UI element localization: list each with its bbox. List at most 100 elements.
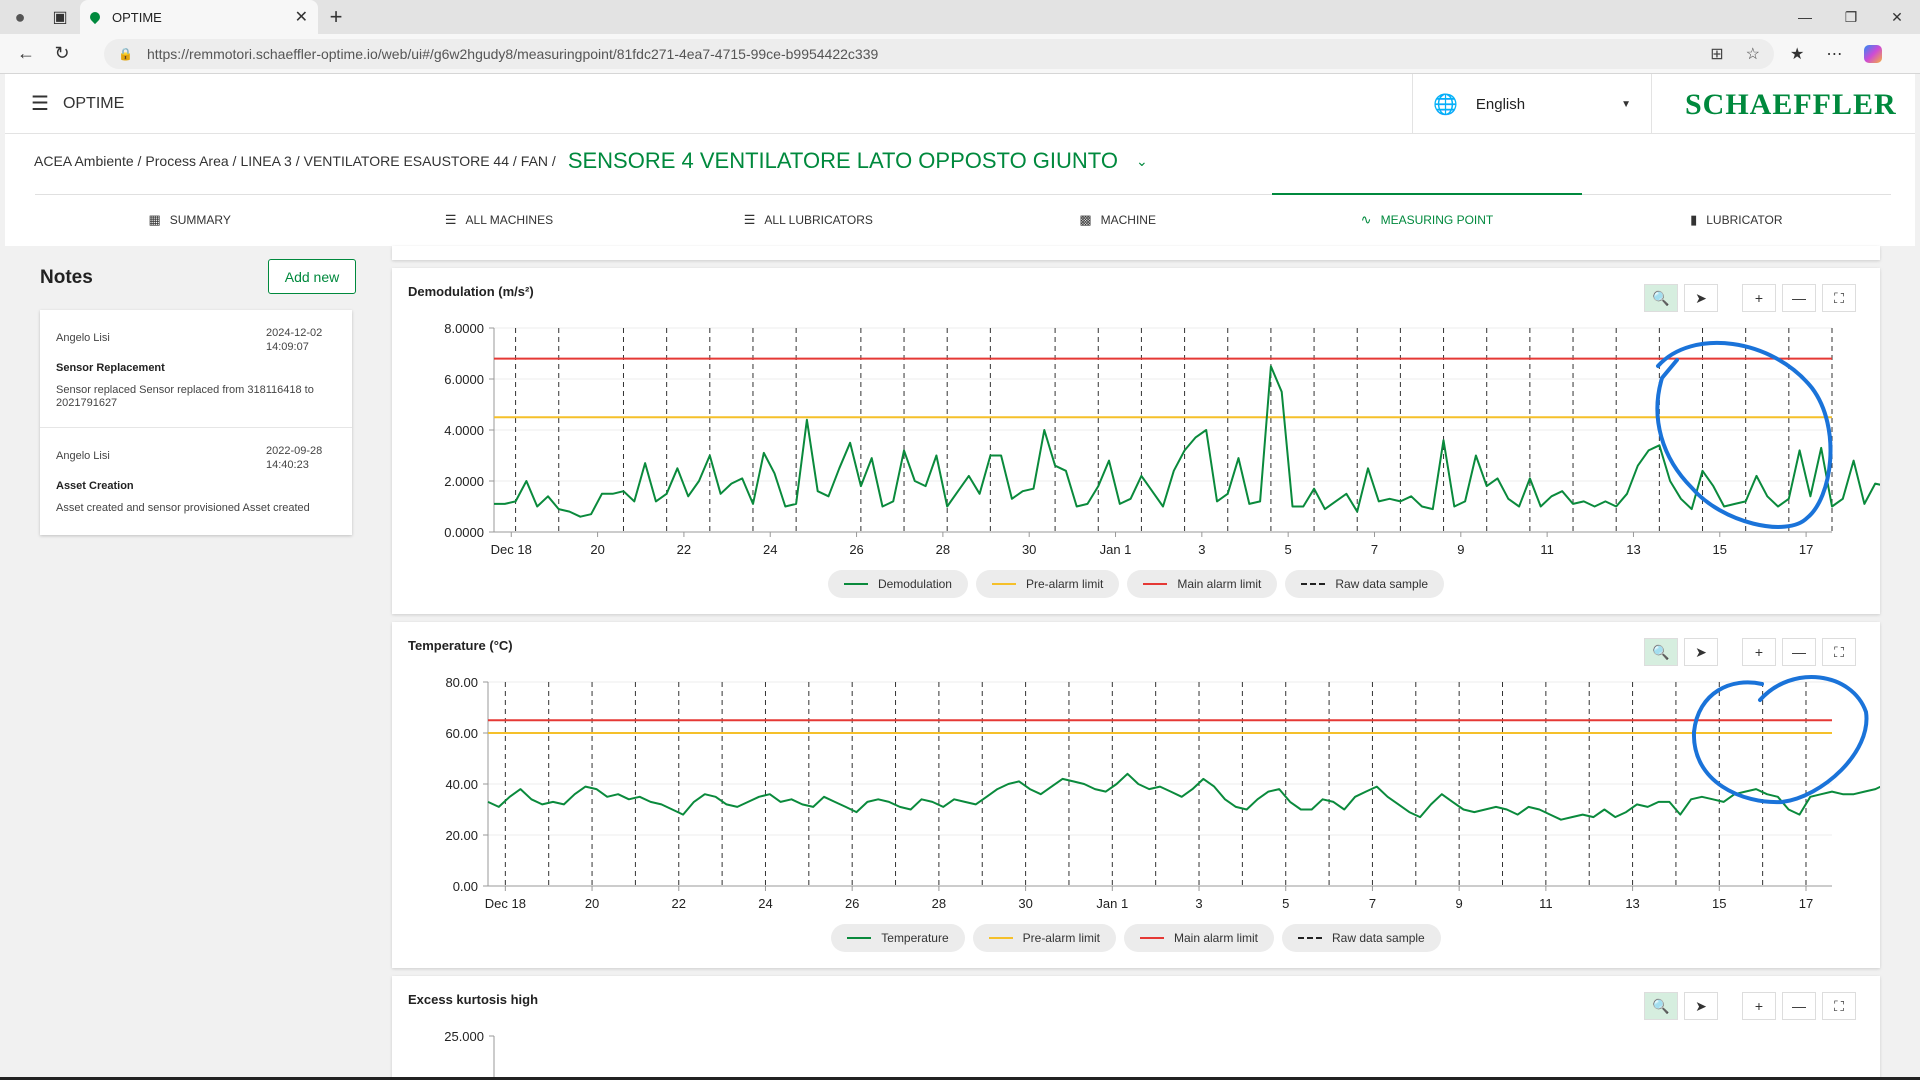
close-tab-icon[interactable]: ✕ (294, 9, 308, 26)
add-note-button[interactable]: Add new (268, 259, 356, 294)
browser-tab[interactable]: OPTIME ✕ (80, 0, 318, 34)
x-tick-label: Jan 1 (1096, 896, 1128, 911)
machine-icon: ▩ (1079, 211, 1092, 227)
tab-label: MACHINE (1100, 212, 1156, 227)
favorites-icon[interactable]: ★ (1790, 45, 1805, 63)
temperature-chart-card: Temperature (°C) 🔍 ➤ + — ⛶ 0.00 20.00 40.0… (392, 622, 1880, 968)
note-title: Sensor Replacement (56, 362, 165, 374)
chevron-down-icon: ▼ (1621, 98, 1631, 110)
list-icon: ☰ (743, 211, 756, 227)
pointer-icon[interactable]: ➤ (1684, 992, 1718, 1020)
zoom-icon[interactable]: 🔍 (1644, 284, 1678, 312)
legend-item-pre-alarm[interactable]: Pre-alarm limit (975, 570, 1120, 598)
back-icon[interactable]: ← (17, 43, 35, 63)
notes-title: Notes (40, 267, 93, 288)
chart-legend: Temperature Pre-alarm limit Main alarm l… (392, 924, 1880, 952)
x-tick-label: 3 (1195, 896, 1202, 911)
app-install-icon[interactable]: ⊞ (1710, 45, 1724, 63)
note-item[interactable]: Angelo Lisi 2024-12-02 14:09:07 Sensor Re… (40, 310, 352, 428)
legend-item-main-alarm[interactable]: Main alarm limit (1127, 570, 1278, 598)
legend-item-pre-alarm[interactable]: Pre-alarm limit (972, 924, 1116, 952)
kurtosis-chart-card: Excess kurtosis high 🔍 ➤ + — ⛶ 25.000 (392, 976, 1880, 1080)
url-field[interactable]: 🔒 https://remmotori.schaeffler-optime.io… (104, 38, 1774, 69)
nav-tabs: ▦ SUMMARY ☰ ALL MACHINES ☰ ALL LUBRICATORS … (35, 193, 1891, 244)
breadcrumb-item[interactable]: FAN / (520, 153, 556, 169)
measuring-point-dropdown-icon[interactable]: ⌄ (1135, 152, 1148, 169)
breadcrumb-item[interactable]: Process Area / (145, 153, 237, 169)
zoom-icon[interactable]: 🔍 (1644, 992, 1678, 1020)
breadcrumb-item[interactable]: LINEA 3 / (240, 153, 300, 169)
x-tick-label: 13 (1625, 896, 1639, 911)
x-tick-label: 30 (1022, 542, 1036, 557)
refresh-icon[interactable]: ↻ (54, 43, 70, 63)
breadcrumb: ACEA Ambiente / Process Area / LINEA 3 /… (34, 148, 1148, 174)
legend-item-main-alarm[interactable]: Main alarm limit (1123, 924, 1274, 952)
zoom-in-icon[interactable]: + (1742, 992, 1776, 1020)
profile-icon[interactable]: ● (14, 6, 26, 27)
x-tick-label: 5 (1285, 542, 1292, 557)
note-author: Angelo Lisi (56, 450, 110, 462)
language-select[interactable]: 🌐 English ▼ (1412, 74, 1652, 134)
temperature-chart[interactable]: 0.00 20.00 40.00 60.00 80.00 Dec 18 20 22 24 26 28… (392, 622, 1880, 922)
chart-title: Excess kurtosis high (408, 992, 539, 1007)
more-menu-icon[interactable]: ⋯ (1826, 45, 1843, 63)
zoom-in-icon[interactable]: + (1742, 638, 1776, 666)
chart-toolbar: 🔍 ➤ + — ⛶ (1644, 284, 1856, 312)
fullscreen-icon[interactable]: ⛶ (1822, 284, 1856, 312)
list-icon: ☰ (444, 211, 457, 227)
tab-label: ALL LUBRICATORS (764, 212, 873, 227)
copilot-icon[interactable] (1864, 44, 1883, 63)
zoom-in-icon[interactable]: + (1742, 284, 1776, 312)
tab-measuring-point[interactable]: ∿ MEASURING POINT (1272, 193, 1582, 244)
chart-toolbar: 🔍 ➤ + — ⛶ (1644, 638, 1856, 666)
fullscreen-icon[interactable]: ⛶ (1822, 992, 1856, 1020)
tab-machine[interactable]: ▩ MACHINE (963, 195, 1272, 244)
note-author: Angelo Lisi (56, 332, 110, 344)
x-tick-label: Dec 18 (485, 896, 526, 911)
tab-all-lubricators[interactable]: ☰ ALL LUBRICATORS (654, 195, 963, 244)
y-tick-label: 60.00 (445, 726, 478, 741)
minimize-icon[interactable]: — (1798, 9, 1812, 25)
x-tick-label: 3 (1198, 542, 1205, 557)
hamburger-menu-icon[interactable]: ☰ (31, 93, 49, 115)
tab-summary[interactable]: ▦ SUMMARY (35, 195, 344, 244)
restore-icon[interactable]: ❐ (1844, 9, 1858, 25)
legend-item-raw-sample[interactable]: Raw data sample (1282, 924, 1441, 952)
new-tab-icon[interactable]: + (329, 4, 343, 29)
x-tick-label: 24 (758, 896, 772, 911)
tab-all-machines[interactable]: ☰ ALL MACHINES (344, 195, 653, 244)
window-close-icon[interactable]: ✕ (1891, 9, 1903, 25)
x-tick-label: 17 (1799, 896, 1813, 911)
series-line (494, 365, 1880, 518)
chart-toolbar: 🔍 ➤ + — ⛶ (1644, 992, 1856, 1020)
annotation-circle (1655, 340, 1833, 529)
zoom-icon[interactable]: 🔍 (1644, 638, 1678, 666)
fullscreen-icon[interactable]: ⛶ (1822, 638, 1856, 666)
legend-item-raw-sample[interactable]: Raw data sample (1285, 570, 1445, 598)
chart-title: Demodulation (m/s²) (408, 284, 534, 299)
x-tick-label: 5 (1282, 896, 1289, 911)
breadcrumb-item[interactable]: ACEA Ambiente / (34, 153, 142, 169)
pointer-icon[interactable]: ➤ (1684, 284, 1718, 312)
favorite-star-icon[interactable]: ☆ (1745, 45, 1760, 63)
tab-lubricator[interactable]: ▮ LUBRICATOR (1582, 195, 1891, 244)
demodulation-chart[interactable]: 0.0000 2.0000 4.0000 6.0000 8.0000 Dec 18 20 22… (392, 268, 1880, 568)
y-tick-label: 20.00 (445, 828, 478, 843)
legend-item-series[interactable]: Demodulation (827, 570, 968, 598)
pointer-icon[interactable]: ➤ (1684, 638, 1718, 666)
zoom-out-icon[interactable]: — (1782, 638, 1816, 666)
taskbar-edge (0, 1077, 1920, 1080)
breadcrumb-item[interactable]: VENTILATORE ESAUSTORE 44 / (303, 153, 517, 169)
x-tick-label: 15 (1712, 896, 1726, 911)
lock-icon[interactable]: 🔒 (118, 46, 133, 61)
x-tick-label: 26 (849, 542, 863, 557)
page-header: ACEA Ambiente / Process Area / LINEA 3 /… (5, 134, 1915, 246)
note-item[interactable]: Angelo Lisi 2022-09-28 14:40:23 Asset Cre… (40, 428, 352, 535)
zoom-out-icon[interactable]: — (1782, 284, 1816, 312)
tab-actions-icon[interactable]: ▣ (52, 9, 68, 26)
kurtosis-chart[interactable]: 25.000 (392, 976, 1880, 1080)
legend-item-series[interactable]: Temperature (831, 924, 965, 952)
zoom-out-icon[interactable]: — (1782, 992, 1816, 1020)
y-tick-label: 80.00 (445, 675, 478, 690)
lubricator-icon: ▮ (1690, 211, 1698, 227)
